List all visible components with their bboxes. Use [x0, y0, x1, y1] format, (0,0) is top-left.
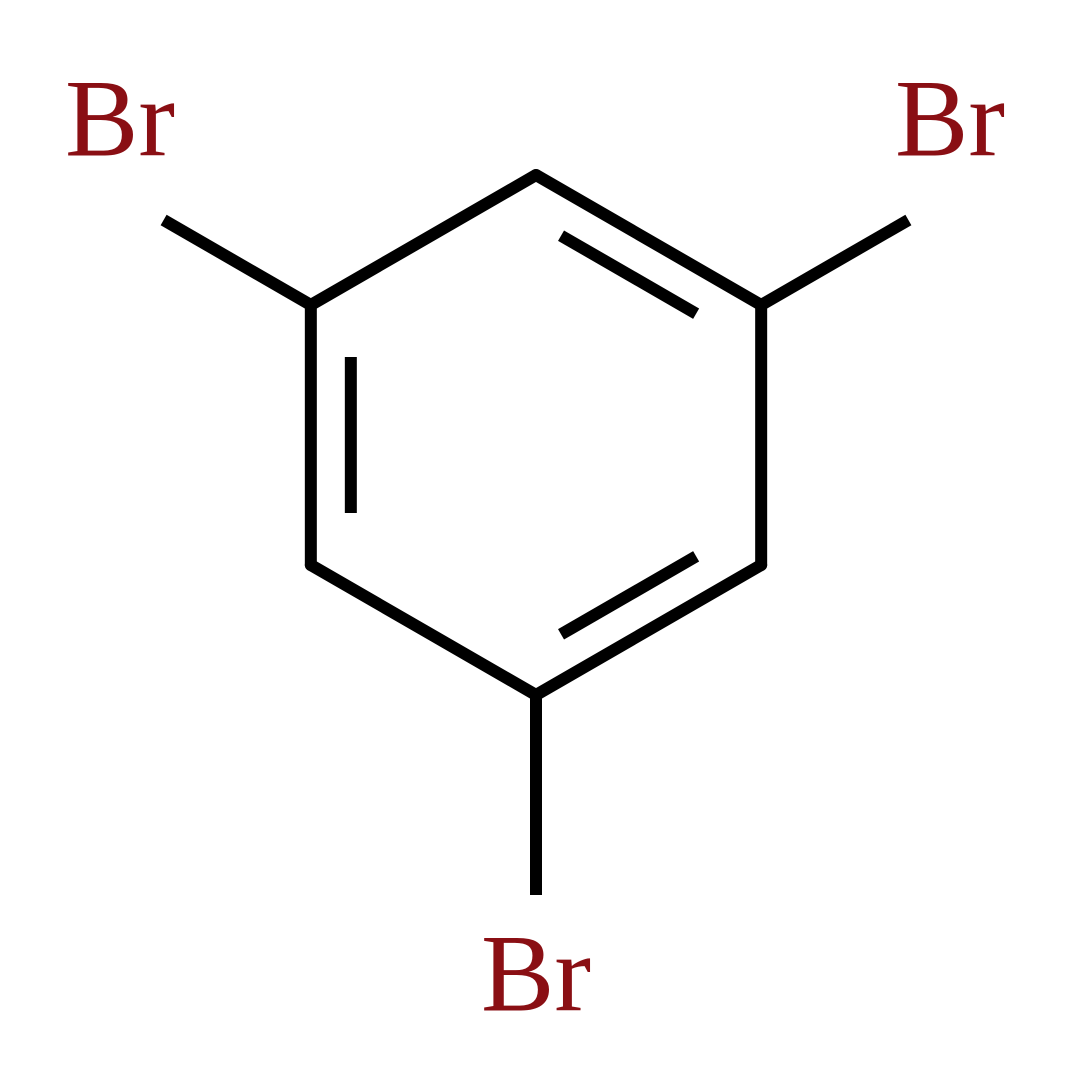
ring-bond	[311, 565, 536, 695]
molecule-diagram: Br Br Br	[0, 0, 1072, 1072]
ring-double-bond	[561, 236, 696, 314]
substituent-bond	[164, 220, 311, 305]
atom-label-br: Br	[65, 57, 175, 179]
ring-double-bond	[561, 556, 696, 634]
substituent-bond	[761, 220, 908, 305]
ring-bond	[311, 175, 536, 305]
atom-label-br: Br	[481, 912, 591, 1034]
bond-layer	[164, 175, 909, 895]
atom-label-br: Br	[895, 57, 1005, 179]
